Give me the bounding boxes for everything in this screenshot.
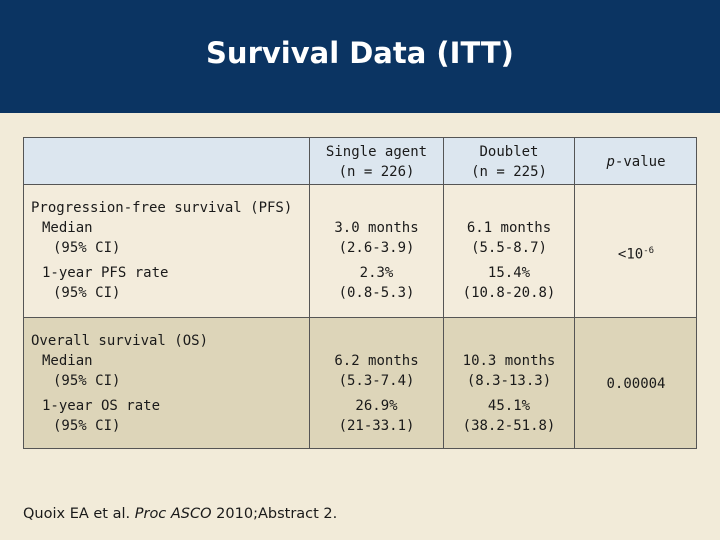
cell-value: (0.8-5.3): [338, 285, 415, 301]
cell-value: (5.5-8.7): [471, 240, 547, 256]
cell-value: 45.1%: [487, 398, 531, 414]
column-header: p-value: [575, 152, 697, 172]
cell-value: (21-33.1): [338, 418, 415, 434]
p-value-text: 0.00004: [606, 376, 666, 392]
column-border: [574, 137, 576, 449]
cell-value: 15.4%: [487, 265, 531, 281]
slide-title: Survival Data (ITT): [206, 36, 514, 70]
column-header: (n = 226): [338, 164, 415, 180]
header-band: [0, 0, 720, 113]
cell-value: 3.0 months: [334, 220, 419, 236]
column-header: Single agent: [325, 144, 428, 160]
column-header: Doublet: [479, 144, 539, 160]
row-label: (95% CI): [53, 285, 121, 301]
row-label: Median: [42, 353, 93, 369]
column-header-text: -value: [614, 154, 666, 170]
footnote: Quoix EA et al. Proc ASCO 2010;Abstract …: [23, 506, 337, 522]
header-row: [23, 137, 697, 185]
cell-value: 6.2 months: [334, 353, 419, 369]
cell-value: (5.3-7.4): [338, 373, 415, 389]
cell-value: (8.3-13.3): [466, 373, 552, 389]
row-label: 1-year OS rate: [42, 398, 161, 414]
row-label: (95% CI): [53, 418, 121, 434]
cell-value: 2.3%: [359, 265, 394, 281]
cell-value: 10.3 months: [462, 353, 556, 369]
cell-value: 26.9%: [355, 398, 398, 414]
section-label: Overall survival (OS): [31, 333, 209, 349]
footnote-journal: Proc ASCO: [134, 506, 212, 522]
row-label: (95% CI): [53, 240, 121, 256]
cell-value: (10.8-20.8): [462, 285, 556, 301]
p-value: <10-6: [575, 241, 697, 263]
section-label: Progression-free survival (PFS): [31, 200, 293, 216]
row-label: (95% CI): [53, 373, 121, 389]
row-label: Median: [42, 220, 93, 236]
cell-value: 6.1 months: [466, 220, 552, 236]
column-header-text: p: [606, 154, 615, 170]
p-value-exponent: -6: [643, 246, 655, 256]
row-label: 1-year PFS rate: [42, 265, 169, 281]
footnote-text: Quoix EA et al.: [23, 506, 135, 522]
p-value: 0.00004: [575, 374, 697, 394]
section-os: [23, 317, 697, 449]
p-value-text: <10: [617, 246, 644, 263]
column-header: (n = 225): [471, 164, 547, 180]
cell-value: (2.6-3.9): [338, 240, 415, 256]
cell-value: (38.2-51.8): [462, 418, 556, 434]
footnote-text: 2010;Abstract 2.: [211, 506, 338, 522]
column-border: [309, 137, 444, 449]
